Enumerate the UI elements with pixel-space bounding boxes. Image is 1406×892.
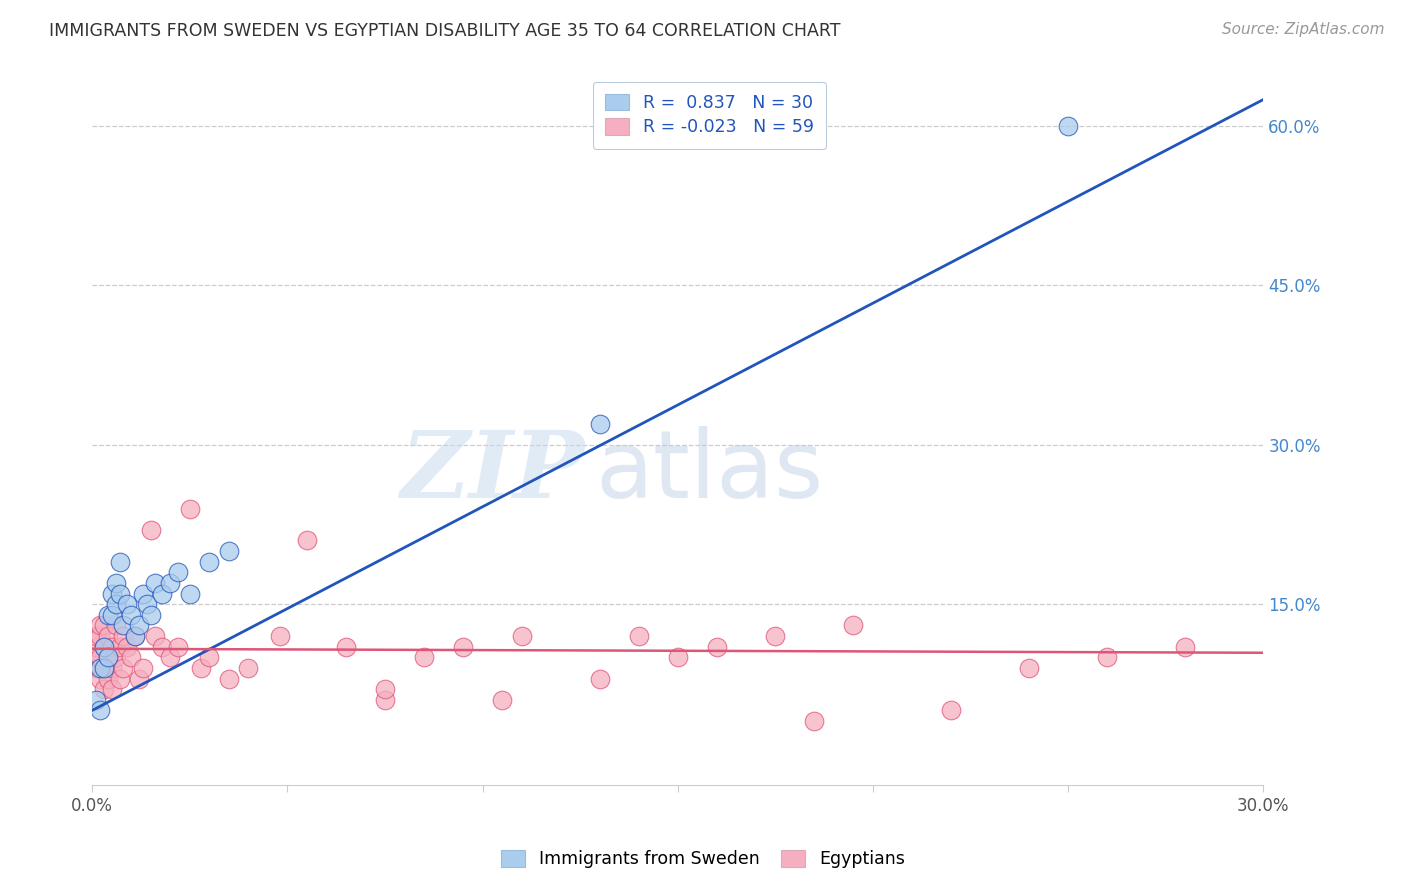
Point xyxy=(128,618,150,632)
Point xyxy=(842,618,865,632)
Point xyxy=(198,650,221,665)
Point xyxy=(104,575,127,590)
Point xyxy=(451,640,474,654)
Point xyxy=(374,682,396,697)
Point xyxy=(132,661,155,675)
Point xyxy=(139,607,162,622)
Point xyxy=(93,640,115,654)
Point xyxy=(128,672,150,686)
Point xyxy=(135,597,157,611)
Legend: R =  0.837   N = 30, R = -0.023   N = 59: R = 0.837 N = 30, R = -0.023 N = 59 xyxy=(593,82,827,148)
Point xyxy=(117,640,139,654)
Point xyxy=(84,661,107,675)
Point xyxy=(152,586,174,600)
Point xyxy=(124,629,146,643)
Point xyxy=(120,650,142,665)
Point xyxy=(159,650,181,665)
Point xyxy=(218,672,240,686)
Point xyxy=(97,629,120,643)
Point xyxy=(108,640,131,654)
Point xyxy=(120,607,142,622)
Point xyxy=(627,629,650,643)
Point xyxy=(97,650,120,665)
Point xyxy=(97,650,120,665)
Point xyxy=(218,544,240,558)
Point xyxy=(152,640,174,654)
Point xyxy=(143,629,166,643)
Point xyxy=(112,629,135,643)
Point xyxy=(112,661,135,675)
Point xyxy=(510,629,533,643)
Point xyxy=(167,566,190,580)
Point xyxy=(84,692,107,706)
Point xyxy=(108,555,131,569)
Point xyxy=(139,523,162,537)
Point xyxy=(589,417,612,431)
Point xyxy=(100,661,122,675)
Point xyxy=(89,629,111,643)
Point xyxy=(1057,119,1080,133)
Point xyxy=(132,586,155,600)
Point xyxy=(93,661,115,675)
Point xyxy=(104,597,127,611)
Point xyxy=(939,703,962,717)
Point xyxy=(84,650,107,665)
Point xyxy=(100,607,122,622)
Text: Source: ZipAtlas.com: Source: ZipAtlas.com xyxy=(1222,22,1385,37)
Point xyxy=(198,555,221,569)
Point xyxy=(589,672,612,686)
Point xyxy=(112,618,135,632)
Point xyxy=(89,661,111,675)
Point xyxy=(84,640,107,654)
Point xyxy=(1174,640,1197,654)
Text: IMMIGRANTS FROM SWEDEN VS EGYPTIAN DISABILITY AGE 35 TO 64 CORRELATION CHART: IMMIGRANTS FROM SWEDEN VS EGYPTIAN DISAB… xyxy=(49,22,841,40)
Point xyxy=(238,661,260,675)
Point xyxy=(1018,661,1040,675)
Point xyxy=(93,618,115,632)
Point xyxy=(89,672,111,686)
Text: ZIP: ZIP xyxy=(399,426,583,516)
Point xyxy=(335,640,357,654)
Point xyxy=(295,533,318,548)
Point xyxy=(97,672,120,686)
Legend: Immigrants from Sweden, Egyptians: Immigrants from Sweden, Egyptians xyxy=(491,839,915,879)
Point xyxy=(108,672,131,686)
Point xyxy=(108,586,131,600)
Point xyxy=(100,640,122,654)
Point xyxy=(93,640,115,654)
Point xyxy=(666,650,689,665)
Point xyxy=(763,629,786,643)
Point xyxy=(1095,650,1118,665)
Point xyxy=(89,618,111,632)
Point xyxy=(491,692,513,706)
Point xyxy=(179,501,201,516)
Point xyxy=(190,661,212,675)
Point xyxy=(124,629,146,643)
Point xyxy=(117,597,139,611)
Point xyxy=(706,640,728,654)
Point xyxy=(179,586,201,600)
Point xyxy=(93,682,115,697)
Point xyxy=(269,629,291,643)
Point xyxy=(84,629,107,643)
Point xyxy=(104,618,127,632)
Point xyxy=(374,692,396,706)
Point xyxy=(803,714,825,728)
Point xyxy=(104,650,127,665)
Point xyxy=(413,650,436,665)
Point xyxy=(89,650,111,665)
Point xyxy=(89,703,111,717)
Point xyxy=(97,607,120,622)
Point xyxy=(100,586,122,600)
Point xyxy=(93,661,115,675)
Point xyxy=(100,682,122,697)
Point xyxy=(167,640,190,654)
Point xyxy=(143,575,166,590)
Text: atlas: atlas xyxy=(596,425,824,517)
Point xyxy=(159,575,181,590)
